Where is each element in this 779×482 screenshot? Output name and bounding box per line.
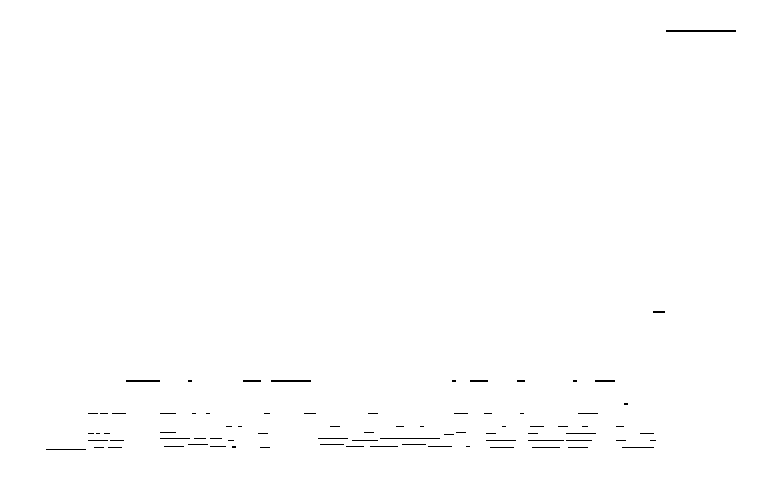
dash (558, 426, 568, 427)
fragment (532, 447, 560, 448)
fragment (370, 446, 398, 447)
dash (454, 413, 468, 414)
fragment (110, 440, 124, 441)
fragment (490, 447, 514, 448)
fragment (96, 433, 100, 434)
dash (100, 413, 108, 414)
dash (502, 426, 506, 427)
fragment (318, 438, 348, 439)
dash (420, 426, 424, 427)
dash (470, 380, 488, 382)
fragment (258, 433, 268, 434)
fragment (160, 432, 176, 433)
dash-row-3 (226, 426, 624, 427)
fragment (104, 433, 110, 434)
fragment (364, 432, 374, 433)
dash (226, 426, 232, 427)
dash (264, 413, 270, 414)
dash (126, 380, 160, 382)
fragment (568, 447, 588, 448)
dash (616, 426, 624, 427)
dash (520, 413, 524, 414)
fragment (346, 446, 364, 447)
dash (304, 413, 316, 414)
fragment (528, 440, 564, 441)
dash (530, 426, 544, 427)
dash (112, 413, 126, 414)
dash (624, 403, 628, 405)
dash (88, 413, 98, 414)
fragment (486, 440, 516, 441)
fragment (456, 432, 466, 433)
fragment (486, 433, 496, 434)
dash (271, 380, 311, 382)
fragment (88, 433, 94, 434)
fragment (616, 440, 626, 441)
fragment (232, 446, 236, 448)
dash (595, 380, 615, 382)
fragment (260, 447, 270, 448)
top-right-line (666, 30, 736, 32)
fragment (188, 444, 208, 445)
fragment (566, 440, 592, 441)
fragment (88, 440, 108, 441)
dash (452, 380, 456, 382)
dash (330, 426, 340, 427)
fragment (210, 446, 226, 447)
dash (396, 426, 404, 427)
fragment (320, 444, 344, 445)
dash (243, 380, 261, 382)
dash (160, 413, 176, 414)
dash (517, 380, 525, 382)
fragment (444, 434, 454, 435)
fragment (410, 438, 440, 439)
fragment (466, 446, 470, 447)
fragment (228, 440, 234, 441)
fragment (622, 447, 654, 448)
fragment (650, 440, 656, 441)
dot-fragment-row (46, 432, 656, 450)
dash (573, 380, 577, 382)
fragment (380, 438, 410, 439)
fragment (402, 444, 426, 445)
fragment (352, 440, 378, 441)
dash (206, 413, 210, 414)
fragment (160, 438, 190, 439)
dash-row-1 (126, 380, 615, 382)
fragment (94, 447, 104, 448)
fragment (528, 433, 538, 434)
fragment (210, 438, 222, 439)
dash (484, 413, 492, 414)
dash-row-2 (88, 413, 598, 414)
dash (368, 413, 378, 414)
fragment (46, 449, 86, 450)
fragment (108, 447, 122, 448)
fragment (164, 446, 184, 447)
fragment (194, 438, 206, 439)
dash (582, 426, 588, 427)
dash (578, 413, 598, 414)
dash (238, 426, 242, 427)
fragment (640, 433, 654, 434)
dash (192, 413, 196, 414)
fragment (566, 433, 596, 434)
fragment (428, 446, 452, 447)
right-dash (653, 311, 665, 313)
dash (188, 380, 192, 382)
